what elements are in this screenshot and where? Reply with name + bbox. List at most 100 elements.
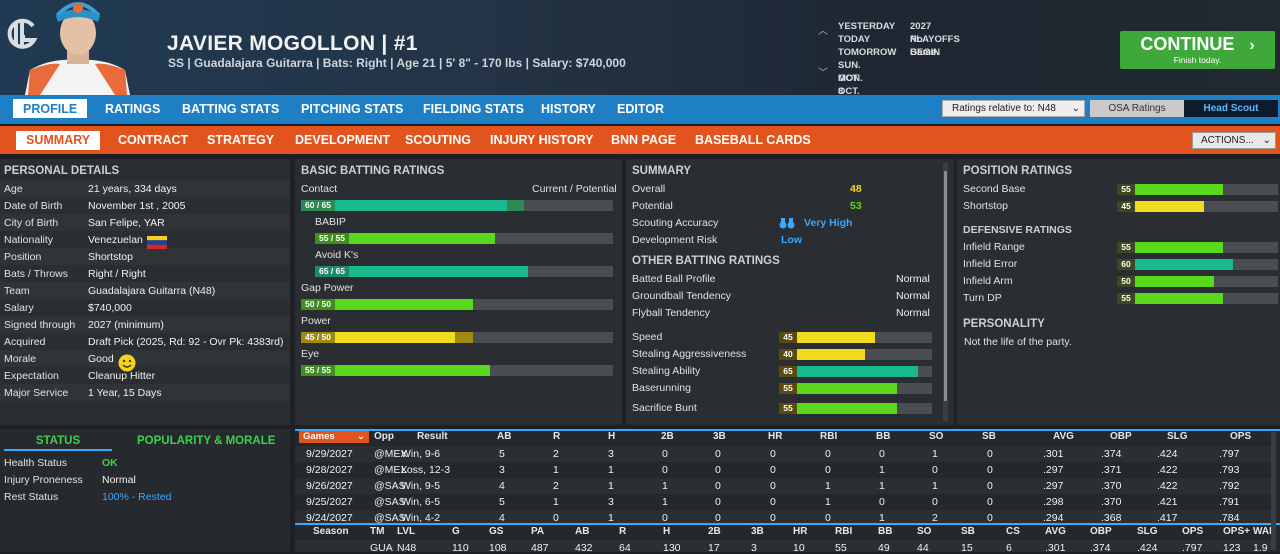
tab-scouting[interactable]: SCOUTING	[405, 133, 471, 147]
current-fill	[301, 200, 507, 211]
table-cell: .792	[1219, 480, 1240, 492]
divider	[295, 523, 1280, 525]
rating-label: Infield Range	[963, 241, 1025, 253]
scrollbar-thumb[interactable]	[944, 171, 947, 401]
summary-label: Potential	[632, 200, 673, 212]
table-cell: 2	[553, 480, 559, 492]
table-cell: 4	[499, 512, 505, 524]
scrollbar[interactable]	[1271, 432, 1276, 550]
table-cell: .294	[1043, 512, 1064, 524]
table-cell: 0	[770, 480, 776, 492]
table-cell: 108	[489, 542, 507, 554]
tab-status[interactable]: STATUS	[4, 431, 112, 451]
rating-label: Avoid K's	[315, 249, 359, 261]
tab-history[interactable]: HISTORY	[541, 102, 596, 116]
chevron-up-icon[interactable]: ︿	[818, 26, 828, 37]
table-row	[0, 299, 290, 316]
table-cell: 2	[553, 448, 559, 460]
tab-injury-history[interactable]: INJURY HISTORY	[490, 133, 594, 147]
actions-dropdown[interactable]: ACTIONS... ⌄	[1192, 132, 1276, 149]
column-header: AB	[575, 526, 590, 537]
rating-badge: 50 / 50	[301, 299, 335, 310]
column-header: AVG	[1045, 526, 1066, 537]
rating-badge: 55	[1117, 293, 1135, 304]
games-select[interactable]: Games ⌄	[299, 431, 369, 443]
tab-bnn-page[interactable]: BNN PAGE	[611, 133, 677, 147]
tab-fielding-stats[interactable]: FIELDING STATS	[423, 102, 524, 116]
tab-editor[interactable]: EDITOR	[617, 102, 664, 116]
head-scout-button[interactable]: Head Scout	[1184, 100, 1278, 117]
table-cell: .422	[1157, 480, 1178, 492]
personality-text: Not the life of the party.	[964, 336, 1072, 348]
tab-strategy[interactable]: STRATEGY	[207, 133, 275, 147]
table-row[interactable]	[295, 510, 1271, 526]
tab-popularity-morale[interactable]: POPULARITY & MORALE	[137, 435, 276, 447]
table-cell: .368	[1101, 512, 1122, 524]
table-row[interactable]	[295, 462, 1271, 478]
table-cell: .791	[1219, 496, 1240, 508]
chevron-down-icon[interactable]: ﹀	[818, 68, 828, 79]
table-row[interactable]	[295, 540, 1271, 552]
table-row[interactable]	[295, 446, 1271, 462]
column-header: RBI	[820, 431, 838, 442]
tab-summary[interactable]: SUMMARY	[16, 131, 101, 150]
table-cell: 0	[987, 480, 993, 492]
table-cell: @MEX	[374, 448, 408, 460]
table-cell: .370	[1101, 480, 1122, 492]
table-cell: .301	[1045, 542, 1066, 554]
column-header: OBP	[1090, 526, 1112, 537]
batting-ratings-panel: BASIC BATTING RATINGS Current / Potentia…	[295, 159, 622, 425]
rating-badge: 45	[1117, 201, 1135, 212]
player-name: JAVIER MOGOLLON | #1	[167, 32, 418, 55]
table-cell: 1	[553, 464, 559, 476]
table-cell: @MEX	[374, 464, 408, 476]
rating-fill	[779, 383, 897, 394]
table-row[interactable]	[295, 494, 1271, 510]
rating-bar	[779, 403, 932, 414]
tab-ratings[interactable]: RATINGS	[105, 102, 161, 116]
table-row	[0, 350, 290, 367]
tab-profile[interactable]: PROFILE	[13, 99, 88, 120]
tab-baseball-cards[interactable]: BASEBALL CARDS	[695, 133, 811, 147]
detail-value: November 1st , 2005	[88, 200, 186, 212]
position-ratings-panel: POSITION RATINGS Second Base 55 Shortstop 4…	[957, 159, 1280, 425]
ratings-relative-select[interactable]: Ratings relative to: N48 ⌄	[942, 100, 1085, 117]
app-logo[interactable]	[6, 18, 38, 52]
table-cell: 0	[987, 464, 993, 476]
rating-label: Speed	[632, 331, 663, 343]
table-cell: 0	[879, 448, 885, 460]
table-cell: 0	[770, 512, 776, 524]
chevron-down-icon: ⌄	[357, 431, 365, 442]
continue-button[interactable]: CONTINUE › Finish today.	[1120, 31, 1275, 69]
other-batting-title: OTHER BATTING RATINGS	[632, 255, 780, 267]
table-cell: 0	[715, 496, 721, 508]
table-cell: .422	[1157, 464, 1178, 476]
osa-ratings-button[interactable]: OSA Ratings	[1090, 100, 1184, 117]
current-potential-label: Current / Potential	[532, 183, 617, 195]
table-cell: 1.9	[1253, 542, 1268, 554]
table-cell: 0	[770, 496, 776, 508]
table-row	[0, 231, 290, 248]
column-header: RBI	[835, 526, 853, 537]
rating-badge: 45	[779, 332, 797, 343]
table-cell: 44	[917, 542, 929, 554]
rating-bar	[779, 366, 932, 377]
venezuela-flag-icon	[147, 236, 167, 252]
table-cell: .784	[1219, 512, 1240, 524]
column-header: OPS	[1230, 431, 1252, 442]
table-cell: .374	[1090, 542, 1111, 554]
detail-value: Guadalajara Guitarra (N48)	[88, 285, 216, 297]
table-row	[0, 248, 290, 265]
game-log-panel: Games ⌄ Opp Result AB R H 2B 3B HR RBI BB SO SB AVG OB…	[295, 429, 1280, 554]
tab-contract[interactable]: CONTRACT	[118, 133, 189, 147]
table-row[interactable]	[295, 478, 1271, 494]
tab-development[interactable]: DEVELOPMENT	[295, 133, 391, 147]
column-header: GS	[489, 526, 504, 537]
other-rating-value: Normal	[896, 273, 930, 285]
rating-bar	[315, 233, 613, 244]
table-row	[0, 367, 290, 384]
table-cell: 0	[715, 464, 721, 476]
tab-batting-stats[interactable]: BATTING STATS	[182, 102, 280, 116]
rating-label: Infield Arm	[963, 275, 1013, 287]
tab-pitching-stats[interactable]: PITCHING STATS	[301, 102, 404, 116]
